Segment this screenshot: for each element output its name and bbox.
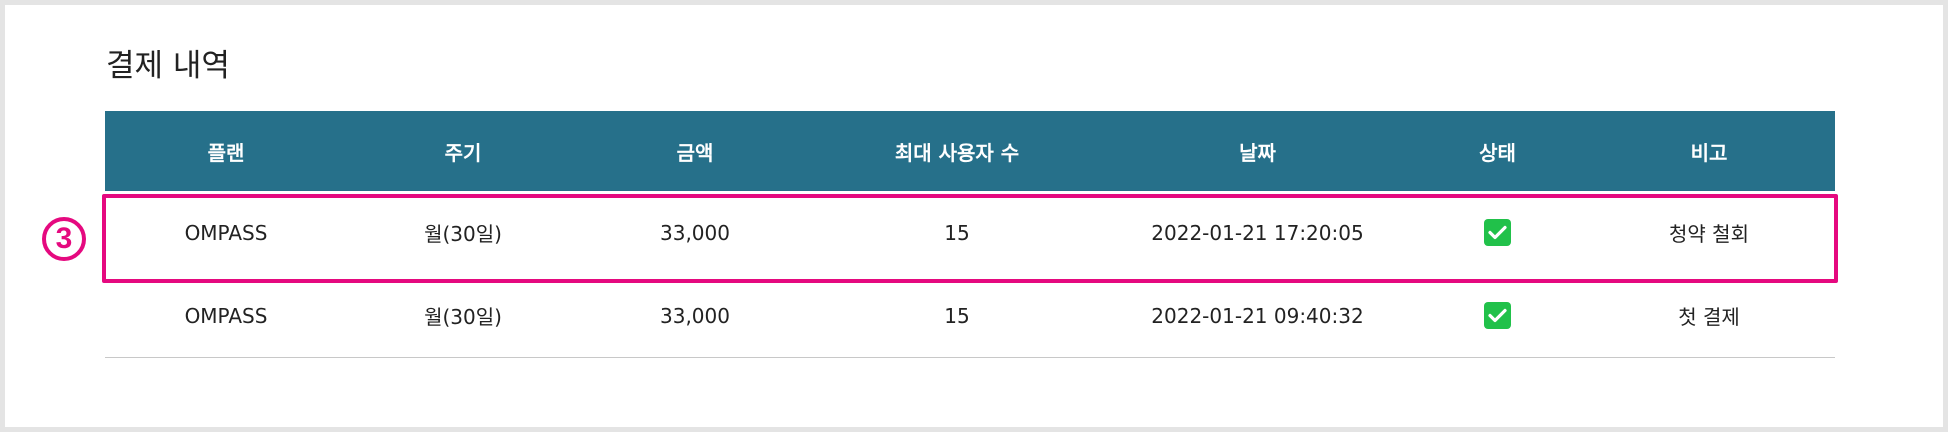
table-row[interactable]: OMPASS 월(30일) 33,000 15 2022-01-21 09:40… [105, 274, 1835, 358]
cell-date: 2022-01-21 09:40:32 [1151, 303, 1364, 328]
column-header-status: 상태 [1479, 140, 1516, 165]
cell-plan: OMPASS [184, 220, 268, 245]
cell-max-users: 15 [944, 220, 970, 245]
page-title: 결제 내역 [106, 48, 230, 84]
cell-date: 2022-01-21 17:20:05 [1151, 220, 1364, 245]
cell-note: 첫 결제 [1678, 305, 1740, 329]
cell-max-users: 15 [944, 303, 970, 328]
cell-amount: 33,000 [660, 303, 730, 328]
cell-status [1412, 274, 1583, 357]
column-header-plan: 플랜 [207, 140, 245, 165]
cell-status [1412, 191, 1583, 274]
column-header-cycle: 주기 [444, 140, 482, 165]
cell-cycle: 월(30일) [424, 222, 502, 246]
payment-history-table: 플랜 주기 금액 최대 사용자 수 날짜 상태 비고 OMPASS 월(30일)… [105, 111, 1835, 358]
cell-cycle: 월(30일) [424, 305, 502, 329]
billing-panel [5, 5, 1943, 427]
table-header: 플랜 주기 금액 최대 사용자 수 날짜 상태 비고 [105, 111, 1835, 191]
column-header-max-users: 최대 사용자 수 [894, 140, 1020, 165]
step-number-badge: 3 [42, 217, 86, 261]
column-header-note: 비고 [1690, 140, 1728, 165]
column-header-amount: 금액 [676, 140, 714, 165]
checkmark-icon [1484, 302, 1511, 329]
cell-amount: 33,000 [660, 220, 730, 245]
table-row[interactable]: OMPASS 월(30일) 33,000 15 2022-01-21 17:20… [105, 191, 1835, 274]
cell-plan: OMPASS [184, 303, 268, 328]
cell-note: 청약 철회 [1669, 222, 1749, 246]
column-header-date: 날짜 [1239, 140, 1276, 165]
checkmark-icon [1484, 219, 1511, 246]
